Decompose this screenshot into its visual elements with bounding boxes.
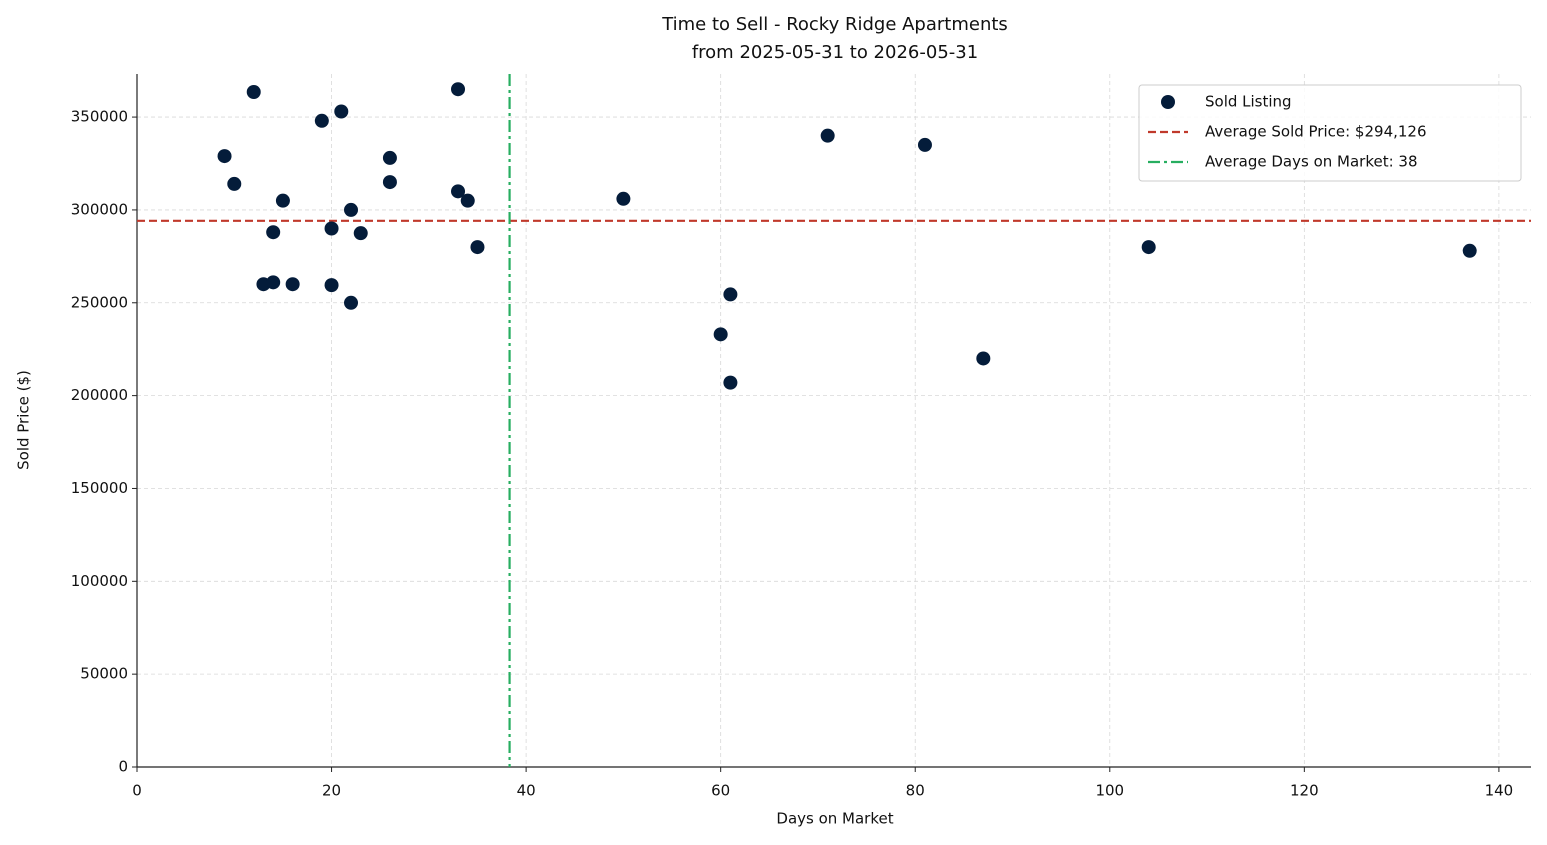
point — [353, 226, 368, 241]
x-tick-label: 80 — [906, 782, 925, 800]
point — [382, 175, 397, 190]
x-tick-label: 100 — [1095, 782, 1124, 800]
point — [713, 327, 728, 342]
point — [917, 137, 932, 152]
point — [616, 191, 631, 206]
x-tick-label: 140 — [1485, 782, 1514, 800]
x-tick-label: 40 — [517, 782, 536, 800]
point — [324, 221, 339, 236]
x-tick-label: 120 — [1290, 782, 1319, 800]
point — [470, 240, 485, 255]
point — [334, 104, 349, 119]
x-tick-label: 60 — [711, 782, 730, 800]
point — [1462, 243, 1477, 258]
point — [344, 202, 359, 217]
point — [246, 85, 261, 100]
y-tick-label: 250000 — [71, 293, 128, 311]
point — [1141, 240, 1156, 255]
point — [723, 375, 738, 390]
y-tick-label: 50000 — [80, 665, 128, 683]
point — [460, 193, 475, 208]
y-tick-label: 200000 — [71, 386, 128, 404]
point — [217, 149, 232, 164]
x-axis-label: Days on Market — [776, 810, 893, 828]
point — [451, 184, 466, 199]
y-tick-label: 150000 — [71, 479, 128, 497]
point — [382, 150, 397, 165]
y-axis-label: Sold Price ($) — [15, 370, 33, 470]
point — [266, 275, 281, 290]
point — [976, 351, 991, 366]
legend-label: Sold Listing — [1205, 93, 1292, 111]
legend-marker — [1161, 95, 1175, 109]
y-tick-label: 100000 — [71, 572, 128, 590]
x-tick-label: 20 — [322, 782, 341, 800]
point — [285, 277, 300, 292]
legend-label: Average Sold Price: $294,126 — [1205, 123, 1427, 141]
point — [344, 295, 359, 310]
point — [723, 287, 738, 302]
point — [275, 193, 290, 208]
legend-box — [1138, 84, 1522, 182]
point — [227, 176, 242, 191]
chart-subtitle: from 2025-05-31 to 2026-05-31 — [692, 42, 978, 63]
x-tick-label: 0 — [132, 782, 142, 800]
y-tick-label: 0 — [118, 758, 128, 776]
y-tick-label: 300000 — [71, 200, 128, 218]
point — [451, 82, 466, 97]
point — [324, 278, 339, 293]
y-tick-label: 350000 — [71, 108, 128, 126]
point — [314, 113, 329, 128]
point — [820, 128, 835, 143]
point — [266, 225, 281, 240]
legend-label: Average Days on Market: 38 — [1205, 153, 1418, 171]
chart-title: Time to Sell - Rocky Ridge Apartments — [661, 14, 1008, 35]
